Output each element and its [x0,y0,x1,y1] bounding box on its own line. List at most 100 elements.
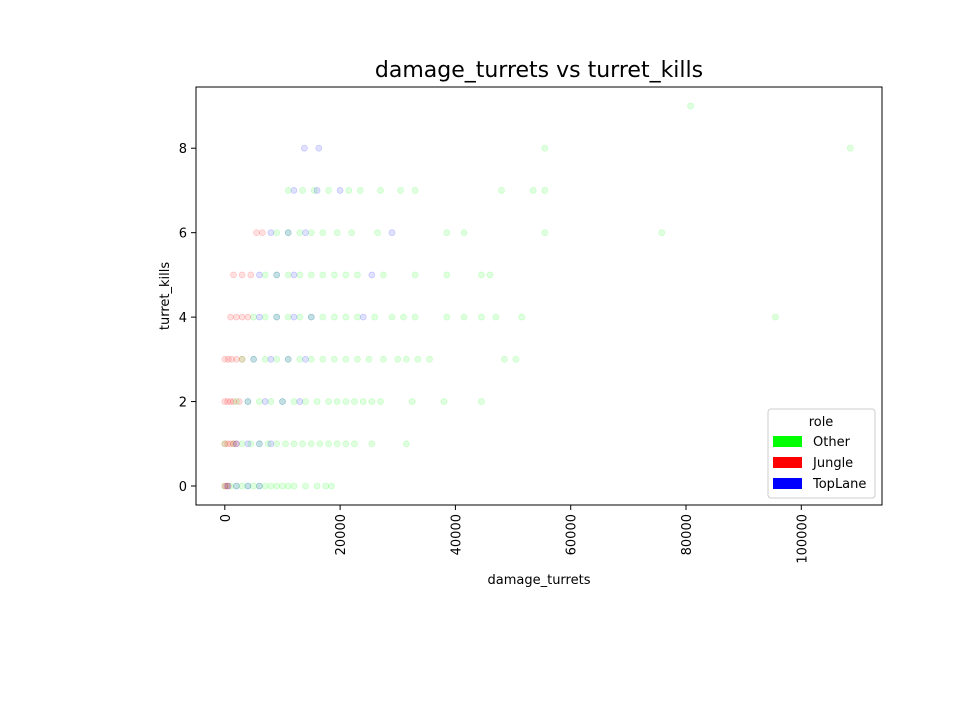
point-jungle [223,482,230,490]
point-other [541,187,549,194]
point-other [284,355,292,363]
point-toplane [368,271,376,279]
point-other [250,355,257,363]
point-other [478,313,485,321]
point-other [322,482,330,490]
point-other [284,187,292,194]
point-jungle [221,440,229,448]
point-jungle [235,398,243,405]
point-other [299,440,306,448]
y-axis: 0 2 4 6 8 [179,142,196,495]
point-other [279,482,286,490]
point-other [541,144,549,152]
point-toplane [233,482,240,490]
point-other [518,313,526,321]
point-jungle [224,440,231,448]
point-other [282,440,289,448]
point-toplane [267,440,275,448]
legend: role Other Jungle TopLane [767,408,876,499]
point-other [221,440,229,448]
point-toplane [244,440,252,448]
point-other [440,398,448,405]
point-other [354,355,361,363]
point-other [290,398,298,405]
y-tick-label: 0 [179,480,187,495]
point-jungle [238,355,246,363]
x-axis-label: damage_turrets [488,573,591,588]
point-toplane [256,313,263,321]
point-other [273,229,281,236]
point-toplane [290,313,298,321]
point-other [492,313,500,321]
point-other [273,482,281,490]
point-other [411,271,419,279]
scatter-points [221,102,854,490]
point-other [529,187,537,194]
point-jungle [238,271,246,279]
point-other [307,271,315,279]
point-other [221,482,229,490]
point-other [313,398,321,405]
x-tick-label: 60000 [565,514,580,555]
point-other [512,355,520,363]
y-tick-label: 8 [179,142,187,157]
point-other [284,229,292,236]
point-toplane [302,355,309,363]
point-jungle [227,440,234,448]
point-other [296,229,304,236]
point-other [296,355,304,363]
plot-frame [195,86,883,506]
legend-swatch-jungle [773,457,802,468]
point-other [273,313,281,321]
point-jungle [258,229,266,236]
point-other [267,398,275,405]
point-other [302,482,309,490]
x-tick-label: 80000 [680,514,695,555]
legend-swatch-toplane [773,478,802,489]
point-jungle [233,440,240,448]
point-other [380,355,387,363]
point-other [342,398,350,405]
point-other [319,229,327,236]
point-other [342,355,350,363]
point-other [319,313,327,321]
point-other [426,355,433,363]
point-other [256,398,263,405]
point-other [328,482,335,490]
point-other [264,440,272,448]
point-other [261,271,269,279]
point-other [273,271,281,279]
point-toplane [307,313,315,321]
point-other [371,313,379,321]
x-axis: 0 20000 40000 60000 80000 100000 [219,505,810,564]
point-other [256,482,263,490]
x-tick-label: 20000 [334,514,349,555]
point-toplane [256,271,263,279]
y-tick-label: 4 [179,311,187,326]
point-toplane [388,229,396,236]
point-other [351,398,358,405]
point-other [256,440,263,448]
point-other [478,271,485,279]
point-other [342,440,350,448]
point-other [233,398,240,405]
point-other [284,482,292,490]
point-other [374,229,381,236]
point-other [354,313,361,321]
point-toplane [336,187,344,194]
point-jungle [233,355,240,363]
point-other [377,398,384,405]
point-other [296,313,304,321]
point-other [342,313,350,321]
point-other [400,313,407,321]
point-toplane [313,187,321,194]
chart-title: damage_turrets vs turret_kills [375,58,703,83]
point-jungle [221,355,229,363]
x-tick-label: 100000 [795,514,810,564]
point-other [411,313,419,321]
point-other [403,355,410,363]
point-toplane [315,144,323,152]
point-other [244,482,252,490]
point-toplane [224,482,231,490]
legend-label-other: Other [813,435,851,450]
